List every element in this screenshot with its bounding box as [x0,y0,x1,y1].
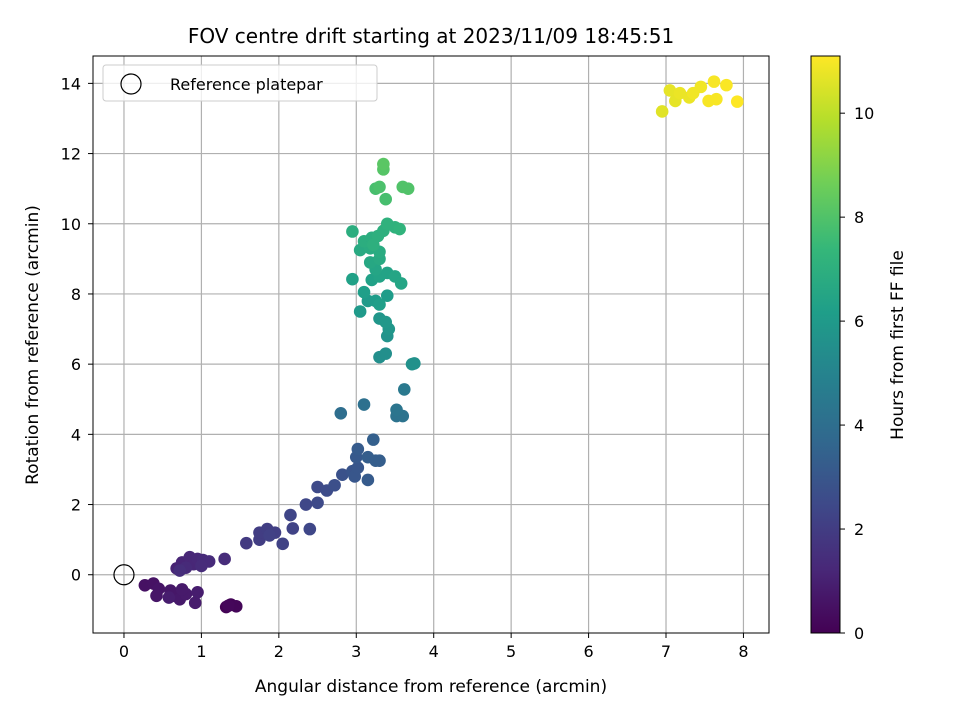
colorbar-ticks: 0 2 4 6 8 10 [840,104,874,643]
data-point [240,536,253,550]
x-tick-label: 6 [583,642,593,661]
colorbar-tick-label: 2 [854,520,864,539]
data-point [373,298,386,311]
x-axis-label: Angular distance from reference (arcmin) [255,677,607,697]
data-points [138,75,744,614]
data-point [162,591,176,604]
data-point [380,289,394,303]
y-tick-label: 12 [61,145,81,164]
y-axis-ticks: 0 2 4 6 8 10 12 14 [61,74,93,585]
data-point [150,589,163,603]
y-tick-label: 8 [71,285,81,304]
data-point [286,522,300,535]
data-point [401,182,415,195]
data-point [351,442,365,456]
data-point [357,285,371,299]
colorbar-tick-label: 10 [854,104,874,123]
colorbar-tick-label: 4 [854,416,864,435]
data-point [393,222,406,236]
x-tick-label: 0 [119,642,129,661]
data-point [379,347,393,360]
x-tick-label: 8 [738,642,748,661]
data-point [222,599,235,612]
y-tick-label: 14 [61,74,81,93]
data-point [408,357,421,370]
data-point [303,522,317,536]
data-point [367,238,380,252]
data-point [373,454,386,467]
x-tick-label: 7 [661,642,671,661]
legend: Reference platepar [102,64,378,102]
data-point [361,473,375,487]
data-point [357,398,371,411]
data-point [730,95,744,108]
data-point [191,585,204,599]
data-point [694,80,708,94]
y-tick-label: 10 [61,215,81,234]
data-point [710,92,723,106]
data-point [311,496,324,510]
data-point [346,225,359,238]
data-point [175,583,189,596]
legend-entry-reference-platepar: Reference platepar [170,75,323,94]
y-axis-label: Rotation from reference (arcmin) [23,205,43,485]
data-point [336,468,349,482]
colorbar-tick-label: 8 [854,208,864,227]
data-point [173,564,187,577]
y-tick-label: 2 [71,496,81,515]
data-point [284,508,297,522]
data-point [334,406,348,420]
y-tick-label: 0 [71,566,81,585]
data-point [328,478,341,492]
reference-marker-layer [113,564,135,586]
data-point [655,105,669,118]
data-point [379,192,393,206]
x-tick-label: 3 [351,642,361,661]
data-point [353,305,367,318]
data-point [351,461,365,474]
data-point [397,383,411,396]
colorbar-tick-label: 6 [854,312,864,331]
data-point [195,559,208,573]
x-tick-label: 2 [274,642,284,661]
y-tick-label: 6 [71,355,81,374]
data-point [390,403,403,417]
data-point [263,529,276,542]
colorbar-label: Hours from first FF file [888,250,908,440]
x-axis-ticks: 0 1 2 3 4 5 6 7 8 [119,633,749,661]
data-point [373,180,386,194]
legend-reference-marker [120,73,142,95]
colorbar-tick-label: 0 [854,624,864,643]
data-point [276,537,290,551]
data-point [188,596,202,610]
legend-box [102,64,378,102]
y-tick-label: 4 [71,425,81,444]
data-point [377,157,390,171]
data-point [720,78,733,92]
data-point [218,552,231,566]
plot-frame [92,55,770,634]
x-tick-label: 1 [196,642,206,661]
x-tick-label: 5 [506,642,516,661]
data-point [663,84,677,97]
data-point [367,433,380,446]
reference-platepar-marker [113,564,135,586]
data-point [299,498,313,511]
grid [93,56,769,633]
x-tick-label: 4 [429,642,439,661]
colorbar [810,55,841,634]
chart-title: FOV centre drift starting at 2023/11/09 … [188,24,674,48]
data-point [707,75,721,88]
data-point [346,272,359,286]
data-point [394,277,408,290]
data-point [379,315,393,329]
